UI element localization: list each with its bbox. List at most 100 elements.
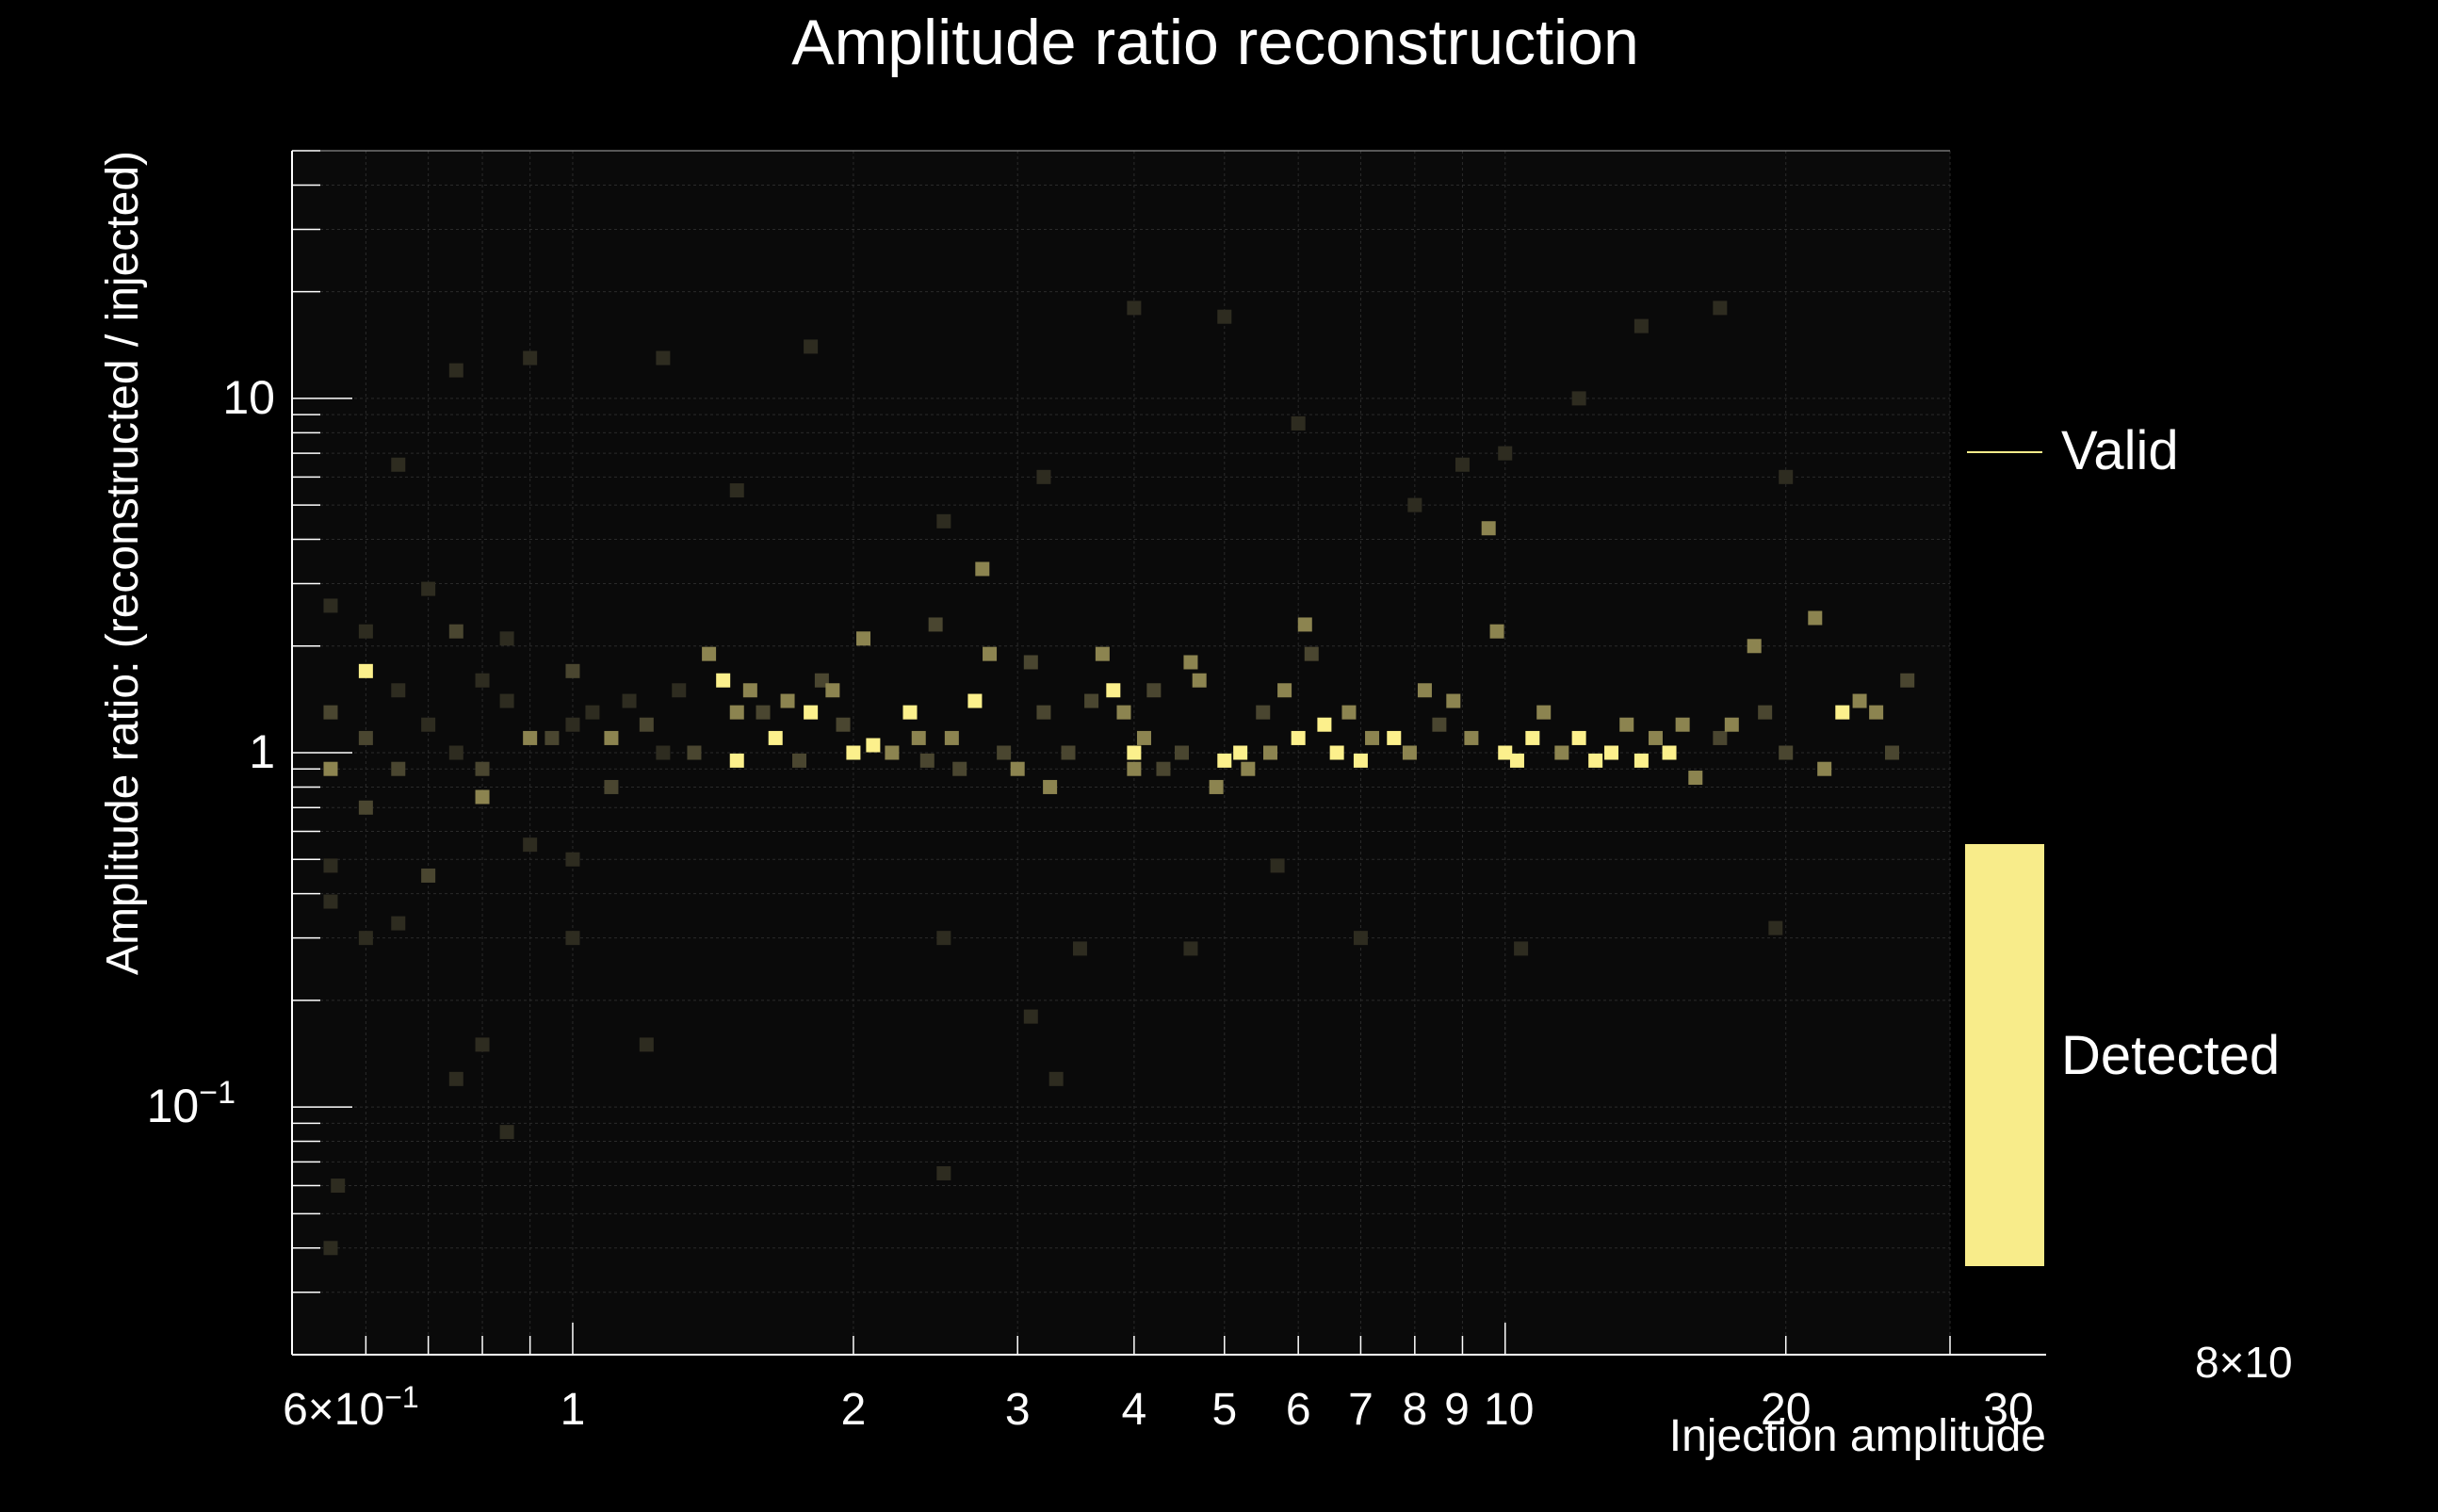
heatmap-cell — [1256, 705, 1271, 720]
x-tick-label: 2 — [841, 1385, 867, 1435]
heatmap-cell — [391, 457, 406, 472]
heatmap-cell — [1779, 469, 1794, 484]
heatmap-cell — [1183, 941, 1198, 956]
x-tick-label: 10 — [1484, 1385, 1534, 1435]
heatmap-cell — [846, 745, 861, 760]
heatmap-cell — [1432, 717, 1447, 732]
x-tick-label: 6 — [1286, 1385, 1311, 1435]
heatmap-cell — [729, 483, 744, 498]
heatmap-cell — [1633, 753, 1649, 768]
heatmap-cell — [1353, 931, 1368, 946]
heatmap-cell — [656, 745, 671, 760]
legend-valid-label: Valid — [2061, 420, 2179, 481]
heatmap-cell — [1127, 761, 1142, 776]
heatmap-cell — [475, 1037, 490, 1052]
heatmap-cell — [792, 753, 807, 768]
heatmap-cell — [1241, 761, 1256, 776]
heatmap-cell — [565, 717, 580, 732]
heatmap-cell — [323, 598, 338, 613]
heatmap-cell — [358, 800, 373, 815]
heatmap-cell — [1713, 301, 1728, 316]
heatmap-cell — [1353, 753, 1368, 768]
x-tick-label: 1 — [561, 1385, 586, 1435]
heatmap-cell — [499, 693, 514, 708]
heatmap-cell — [1304, 646, 1319, 661]
heatmap-cell — [936, 513, 951, 528]
heatmap-cell — [729, 705, 744, 720]
heatmap-cells — [323, 301, 1915, 1256]
heatmap-cell — [1084, 693, 1099, 708]
heatmap-cell — [1869, 705, 1884, 720]
y-tick-label: 10−1 — [147, 1075, 236, 1132]
heatmap-cell — [604, 730, 619, 745]
heatmap-cell — [716, 673, 731, 688]
heatmap-cell — [391, 916, 406, 931]
legend-detected-label: Detected — [2061, 1025, 2280, 1086]
axes — [291, 150, 2046, 1356]
heatmap-cell — [475, 673, 490, 688]
heatmap-cell — [1136, 730, 1151, 745]
x-tick-label: 3 — [1005, 1385, 1031, 1435]
heatmap-cell — [1061, 745, 1076, 760]
x-tick-label: 5 — [1211, 1385, 1237, 1435]
heatmap-cell — [944, 730, 959, 745]
heatmap-cell — [1156, 761, 1171, 776]
heatmap-cell — [1048, 1071, 1064, 1086]
heatmap-cell — [656, 350, 671, 366]
heatmap-cell — [1127, 301, 1142, 316]
heatmap-cell — [323, 1241, 338, 1256]
overflow-label: 8×10 — [2195, 1338, 2293, 1387]
heatmap-cell — [768, 730, 783, 745]
heatmap-cell — [866, 738, 881, 753]
heatmap-cell — [1317, 717, 1332, 732]
heatmap-cell — [544, 730, 560, 745]
heatmap-cell — [1297, 617, 1312, 632]
heatmap-cell — [1884, 745, 1899, 760]
heatmap-cell — [391, 683, 406, 698]
y-tick-label: 10 — [222, 371, 275, 424]
heatmap-cell — [1536, 705, 1552, 720]
heatmap-cell — [1036, 469, 1051, 484]
heatmap-cell — [639, 1037, 654, 1052]
heatmap-cell — [756, 705, 771, 720]
heatmap-cell — [1072, 941, 1087, 956]
heatmap-cell — [1263, 745, 1278, 760]
legend: Valid Detected — [1965, 420, 2280, 1266]
heatmap-cell — [1514, 941, 1529, 956]
heatmap-cell — [1291, 415, 1306, 431]
heatmap-cell — [983, 646, 998, 661]
heatmap-cell — [975, 561, 990, 577]
heatmap-cell — [1455, 457, 1470, 472]
heatmap-cell — [1329, 745, 1344, 760]
heatmap-cell — [1571, 730, 1586, 745]
heatmap-cell — [1662, 745, 1677, 760]
heatmap-cell — [1619, 717, 1634, 732]
chart-title: Amplitude ratio reconstruction — [791, 7, 1639, 78]
heatmap-cell — [1183, 655, 1198, 670]
heatmap-cell — [475, 789, 490, 805]
heatmap-cell — [1724, 717, 1739, 732]
heatmap-cell — [1498, 745, 1513, 760]
heatmap-cell — [1481, 521, 1496, 536]
heatmap-cell — [804, 705, 819, 720]
heatmap-cell — [952, 761, 967, 776]
heatmap-cell — [1464, 730, 1479, 745]
heatmap-cell — [358, 730, 373, 745]
heatmap-cell — [1291, 730, 1306, 745]
heatmap-cell — [358, 663, 373, 678]
heatmap-cell — [1106, 683, 1121, 698]
heatmap-cell — [1852, 693, 1867, 708]
heatmap-cell — [523, 350, 538, 366]
heatmap-cell — [565, 931, 580, 946]
heatmap-cell — [780, 693, 795, 708]
heatmap-cell — [1010, 761, 1025, 776]
heatmap-cell — [1116, 705, 1131, 720]
heatmap-cell — [1446, 693, 1461, 708]
heatmap-cell — [687, 745, 702, 760]
heatmap-cell — [421, 717, 436, 732]
x-tick-label: 9 — [1444, 1385, 1470, 1435]
heatmap-cell — [1900, 673, 1915, 688]
heatmap-cell — [1341, 705, 1357, 720]
heatmap-cell — [1713, 730, 1728, 745]
